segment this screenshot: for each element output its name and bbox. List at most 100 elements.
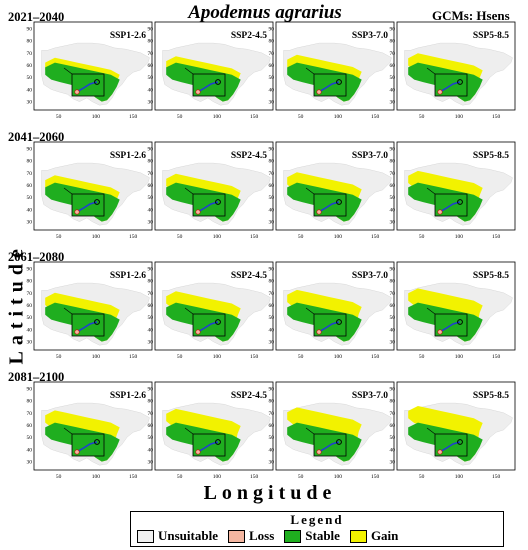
y-tick-label: 80 bbox=[27, 279, 33, 285]
centroid-marker bbox=[215, 439, 221, 445]
inset-pointer bbox=[426, 307, 436, 315]
x-tick-label: 150 bbox=[129, 234, 138, 240]
y-tick-label: 40 bbox=[269, 447, 275, 453]
inset-map bbox=[63, 187, 105, 217]
y-tick-label: 40 bbox=[27, 447, 33, 453]
centroid-marker bbox=[457, 199, 463, 205]
loss-spot bbox=[195, 449, 201, 455]
y-tick-label: 80 bbox=[148, 159, 154, 165]
y-tick-label: 30 bbox=[390, 340, 396, 346]
x-tick-label: 50 bbox=[419, 474, 425, 480]
legend-item-stable: Stable bbox=[284, 528, 340, 544]
x-tick-label: 150 bbox=[371, 114, 380, 120]
y-tick-label: 50 bbox=[27, 75, 33, 81]
y-tick-label: 90 bbox=[27, 26, 33, 32]
legend-label-unsuitable: Unsuitable bbox=[158, 528, 218, 543]
loss-spot bbox=[437, 89, 443, 95]
panel-frame bbox=[154, 141, 274, 231]
x-tick-label: 150 bbox=[371, 474, 380, 480]
legend-item-gain: Gain bbox=[349, 528, 399, 544]
panel-frame bbox=[396, 21, 516, 111]
y-tick-label: 30 bbox=[148, 340, 154, 346]
y-tick-label: 80 bbox=[390, 279, 396, 285]
y-tick-label: 80 bbox=[390, 399, 396, 405]
inset-pointer bbox=[305, 307, 315, 315]
loss-spot bbox=[74, 209, 80, 215]
y-tick-label: 60 bbox=[269, 303, 275, 309]
loss-spot bbox=[316, 329, 322, 335]
period-label-1: 2021–2040 bbox=[8, 10, 65, 24]
x-tick-label: 50 bbox=[56, 474, 62, 480]
inset-pointer bbox=[63, 67, 73, 75]
y-tick-label: 30 bbox=[148, 460, 154, 466]
centroid-marker bbox=[457, 319, 463, 325]
y-tick-label: 70 bbox=[27, 51, 33, 57]
y-tick-label: 90 bbox=[390, 26, 396, 32]
y-tick-label: 50 bbox=[148, 195, 154, 201]
map-panel-4-2: 30 40 50 60 70 80 90 50 100 150 SSP2-4.5 bbox=[148, 381, 274, 480]
y-tick-label: 50 bbox=[390, 315, 396, 321]
map-panel-3-4: 30 40 50 60 70 80 90 50 100 150 SSP5-8.5 bbox=[390, 261, 516, 360]
inset-pointer bbox=[426, 187, 436, 195]
inset-map bbox=[305, 187, 347, 217]
map-panel-4-3: 30 40 50 60 70 80 90 50 100 150 SSP3-7.0 bbox=[269, 381, 395, 480]
y-tick-label: 90 bbox=[148, 386, 154, 392]
inset-pointer bbox=[305, 67, 315, 75]
x-tick-label: 150 bbox=[371, 354, 380, 360]
y-tick-label: 30 bbox=[27, 340, 33, 346]
y-tick-label: 90 bbox=[269, 146, 275, 152]
y-tick-label: 70 bbox=[148, 51, 154, 57]
centroid-marker bbox=[336, 439, 342, 445]
scenario-label: SSP2-4.5 bbox=[231, 31, 267, 41]
centroid-marker bbox=[336, 199, 342, 205]
y-tick-label: 90 bbox=[27, 266, 33, 272]
legend-swatch-unsuitable bbox=[137, 529, 154, 543]
x-tick-label: 150 bbox=[492, 114, 501, 120]
y-tick-label: 60 bbox=[390, 183, 396, 189]
y-tick-label: 70 bbox=[269, 171, 275, 177]
scenario-label: SSP1-2.6 bbox=[110, 151, 146, 161]
inset-map bbox=[63, 67, 105, 97]
map-panel-1-3: 30 40 50 60 70 80 90 50 100 150 SSP3-7.0 bbox=[269, 21, 395, 120]
x-tick-label: 150 bbox=[492, 354, 501, 360]
inset-pointer bbox=[184, 187, 194, 195]
x-tick-label: 100 bbox=[92, 234, 101, 240]
inset-map bbox=[184, 187, 226, 217]
y-tick-label: 30 bbox=[390, 460, 396, 466]
scenario-label: SSP3-7.0 bbox=[352, 31, 388, 41]
inset-pointer bbox=[305, 187, 315, 195]
legend-label-gain: Gain bbox=[370, 528, 399, 543]
x-tick-label: 100 bbox=[455, 474, 464, 480]
y-tick-label: 80 bbox=[27, 159, 33, 165]
legend-swatch-loss bbox=[227, 529, 245, 543]
x-tick-label: 50 bbox=[298, 234, 304, 240]
x-tick-label: 150 bbox=[129, 114, 138, 120]
x-tick-label: 150 bbox=[492, 474, 501, 480]
inset-pointer bbox=[184, 67, 194, 75]
x-tick-label: 50 bbox=[177, 114, 183, 120]
panel-frame bbox=[396, 141, 516, 231]
legend-item-unsuitable: Unsuitable bbox=[137, 528, 218, 544]
y-tick-label: 90 bbox=[148, 26, 154, 32]
y-tick-label: 50 bbox=[269, 435, 275, 441]
inset-pointer bbox=[426, 427, 436, 435]
y-tick-label: 30 bbox=[148, 100, 154, 106]
x-tick-label: 150 bbox=[129, 354, 138, 360]
map-panel-2-4: 30 40 50 60 70 80 90 50 100 150 SSP5-8.5 bbox=[390, 141, 516, 240]
inset-pointer bbox=[426, 67, 436, 75]
x-tick-label: 50 bbox=[177, 234, 183, 240]
x-tick-label: 100 bbox=[455, 234, 464, 240]
centroid-marker bbox=[215, 319, 221, 325]
inset-map bbox=[305, 427, 347, 457]
panel-frame bbox=[275, 261, 395, 351]
y-tick-label: 40 bbox=[148, 207, 154, 213]
inset-map bbox=[305, 67, 347, 97]
y-tick-label: 50 bbox=[390, 195, 396, 201]
y-tick-label: 60 bbox=[27, 183, 33, 189]
y-tick-label: 40 bbox=[148, 447, 154, 453]
legend-item-loss: Loss bbox=[227, 528, 274, 544]
x-tick-label: 150 bbox=[250, 354, 259, 360]
map-panel-2-1: 30 40 50 60 70 80 90 50 100 150 SSP1-2.6 bbox=[27, 141, 153, 240]
x-tick-label: 50 bbox=[56, 234, 62, 240]
y-tick-label: 80 bbox=[148, 279, 154, 285]
